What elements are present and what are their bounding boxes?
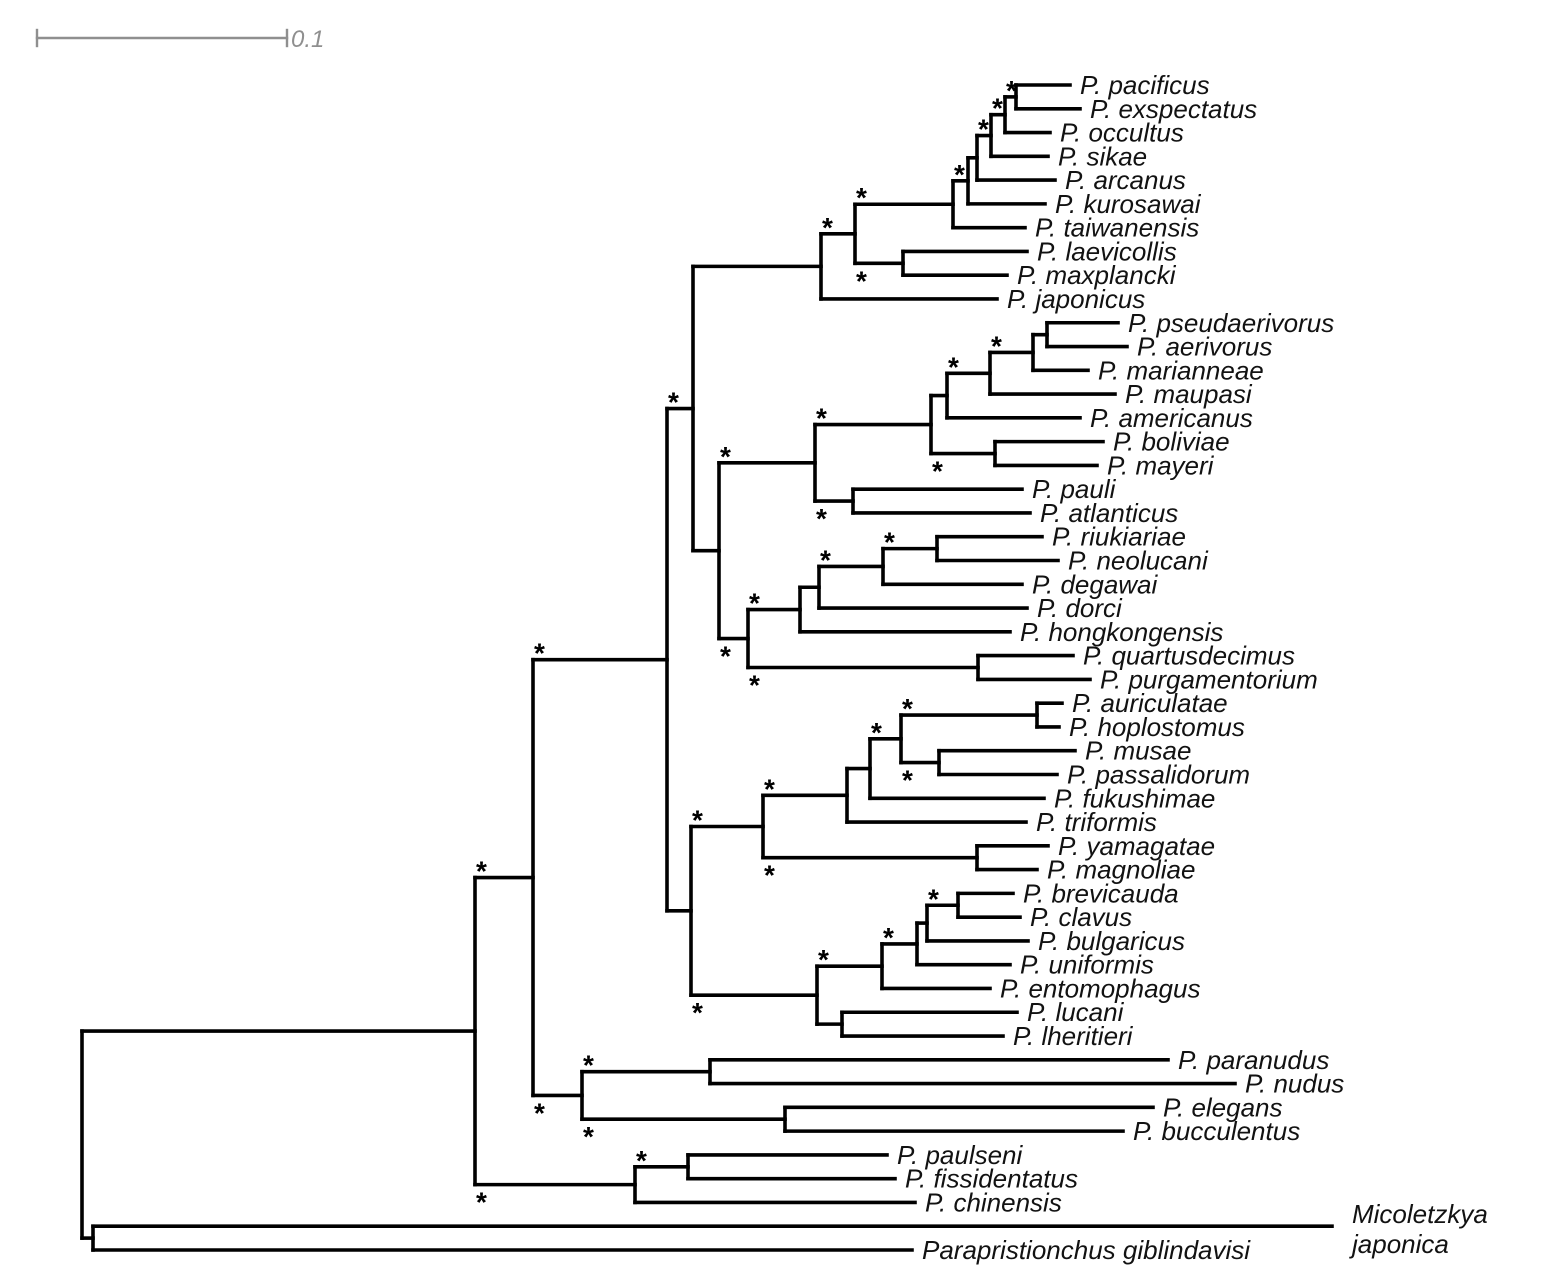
support-asterisk-clade-G1: * bbox=[476, 1187, 487, 1218]
tip-label-micoletzkya-japonica-line1: Micoletzkya bbox=[1352, 1199, 1488, 1229]
tip-label-p-occultus: P. occultus bbox=[1060, 118, 1184, 148]
support-asterisk-clade-core: * bbox=[534, 638, 545, 669]
support-asterisk-clade-B4: * bbox=[991, 330, 1002, 361]
support-asterisk-clade-E0: * bbox=[692, 997, 703, 1028]
support-asterisk-clade-F0: * bbox=[476, 856, 487, 887]
tip-label-p-dorci: P. dorci bbox=[1037, 593, 1123, 623]
support-asterisk-clade-E1: * bbox=[818, 944, 829, 975]
tip-label-p-elegans: P. elegans bbox=[1163, 1092, 1283, 1122]
support-asterisk-clade-C0: * bbox=[720, 641, 731, 672]
tip-label-p-bucculentus: P. bucculentus bbox=[1133, 1116, 1300, 1146]
tip-label-p-bulgaricus: P. bulgaricus bbox=[1038, 926, 1185, 956]
support-asterisk-clade-n6: * bbox=[856, 182, 867, 213]
tip-label-p-maxplancki: P. maxplancki bbox=[1017, 260, 1177, 290]
tip-label-p-yamagatae: P. yamagatae bbox=[1058, 831, 1215, 861]
support-asterisk-clade-EB: * bbox=[583, 1121, 594, 1152]
tip-label-p-exspectatus: P. exspectatus bbox=[1090, 94, 1257, 124]
support-asterisk-clade-n3: * bbox=[978, 114, 989, 145]
support-asterisk-clade-D1: * bbox=[692, 804, 703, 835]
support-asterisk-clade-LM: * bbox=[856, 265, 867, 296]
tip-label-p-pauli: P. pauli bbox=[1032, 474, 1117, 504]
tip-label-p-neolucani: P. neolucani bbox=[1068, 546, 1209, 576]
tip-label-p-auriculatae: P. auriculatae bbox=[1072, 688, 1228, 718]
tip-label-p-degawai: P. degawai bbox=[1032, 569, 1159, 599]
tip-label-p-lucani: P. lucani bbox=[1027, 997, 1125, 1027]
tip-label-p-purgamentorium: P. purgamentorium bbox=[1100, 664, 1318, 694]
tip-label-p-pseudaerivorus: P. pseudaerivorus bbox=[1128, 308, 1334, 338]
support-asterisk-clade-C3: * bbox=[820, 544, 831, 575]
tip-label-p-laevicollis: P. laevicollis bbox=[1037, 236, 1177, 266]
tip-label-p-pacificus: P. pacificus bbox=[1080, 70, 1210, 100]
tip-label-p-nudus: P. nudus bbox=[1245, 1069, 1344, 1099]
tip-label-p-aerivorus: P. aerivorus bbox=[1137, 332, 1272, 362]
tip-label-p-mayeri: P. mayeri bbox=[1107, 450, 1215, 480]
support-asterisk-clade-BM: * bbox=[932, 456, 943, 487]
tip-label-p-musae: P. musae bbox=[1085, 736, 1191, 766]
support-asterisk-clade-MP: * bbox=[902, 765, 913, 796]
support-asterisk-clade-n1: * bbox=[1006, 75, 1017, 106]
support-asterisk-clade-B0: * bbox=[720, 441, 731, 472]
tip-label-p-paranudus: P. paranudus bbox=[1178, 1045, 1329, 1075]
support-asterisk-clade-E2: * bbox=[883, 922, 894, 953]
tip-label-p-hoplostomus: P. hoplostomus bbox=[1069, 712, 1245, 742]
tip-label-p-uniformis: P. uniformis bbox=[1020, 950, 1154, 980]
support-asterisk-clade-B3: * bbox=[948, 351, 959, 382]
tip-label-p-triformis: P. triformis bbox=[1036, 807, 1157, 837]
tip-label-p-clavus: P. clavus bbox=[1030, 902, 1132, 932]
tip-label-p-passalidorum: P. passalidorum bbox=[1067, 759, 1250, 789]
tip-label-p-quartusdecimus: P. quartusdecimus bbox=[1083, 641, 1295, 671]
tip-label-p-magnoliae: P. magnoliae bbox=[1047, 855, 1195, 885]
tip-label-p-brevicauda: P. brevicauda bbox=[1023, 878, 1179, 908]
support-asterisk-clade-C1: * bbox=[749, 588, 760, 619]
tip-label-p-atlanticus: P. atlanticus bbox=[1040, 498, 1178, 528]
tip-label-micoletzkya-japonica-line2: japonica bbox=[1349, 1229, 1449, 1259]
support-asterisk-clade-A1: * bbox=[822, 212, 833, 243]
scale-bar-label: 0.1 bbox=[291, 26, 324, 53]
support-asterisk-clade-QP: * bbox=[749, 669, 760, 700]
tip-label-p-arcanus: P. arcanus bbox=[1065, 165, 1186, 195]
support-asterisk-clade-PF: * bbox=[636, 1145, 647, 1176]
tip-label-p-lheritieri: P. lheritieri bbox=[1013, 1021, 1134, 1051]
support-asterisk-clade-F1: * bbox=[534, 1097, 545, 1128]
support-asterisk-clade-PN: * bbox=[583, 1050, 594, 1081]
tip-label-p-paulseni: P. paulseni bbox=[897, 1140, 1024, 1170]
tip-label-p-japonicus: P. japonicus bbox=[1007, 284, 1145, 314]
tip-label-p-boliviae: P. boliviae bbox=[1113, 427, 1230, 457]
tip-label-p-maupasi: P. maupasi bbox=[1125, 379, 1253, 409]
tip-label-p-fissidentatus: P. fissidentatus bbox=[905, 1164, 1078, 1194]
tip-label-p-marianneae: P. marianneae bbox=[1098, 355, 1264, 385]
tip-label-p-kurosawai: P. kurosawai bbox=[1055, 189, 1202, 219]
tip-label-p-taiwanensis: P. taiwanensis bbox=[1035, 213, 1199, 243]
support-asterisk-clade-YM: * bbox=[764, 860, 775, 891]
tip-label-p-chinensis: P. chinensis bbox=[925, 1187, 1062, 1217]
support-asterisk-clade-B1: * bbox=[816, 403, 827, 434]
tip-label-p-hongkongensis: P. hongkongensis bbox=[1020, 617, 1223, 647]
tip-label-p-sikae: P. sikae bbox=[1058, 141, 1147, 171]
tip-label-p-fukushimae: P. fukushimae bbox=[1054, 783, 1215, 813]
support-asterisk-clade-C4: * bbox=[884, 527, 895, 558]
support-asterisk-clade-n2: * bbox=[992, 93, 1003, 124]
tip-label-p-riukiariae: P. riukiariae bbox=[1052, 522, 1186, 552]
support-asterisk-clade-n5: * bbox=[954, 159, 965, 190]
tip-label-p-americanus: P. americanus bbox=[1090, 403, 1253, 433]
support-asterisk-clade-D2: * bbox=[764, 773, 775, 804]
support-asterisk-clade-AH: * bbox=[902, 693, 913, 724]
support-asterisk-clade-D4: * bbox=[871, 717, 882, 748]
support-asterisk-clade-PA: * bbox=[816, 503, 827, 534]
tip-label-p-entomophagus: P. entomophagus bbox=[1000, 973, 1200, 1003]
tip-label-parapristionchus-giblindavisi: Parapristionchus giblindavisi bbox=[922, 1235, 1251, 1265]
support-asterisk-clade-BC: * bbox=[928, 883, 939, 914]
support-asterisk-clade-ABC: * bbox=[668, 387, 679, 418]
